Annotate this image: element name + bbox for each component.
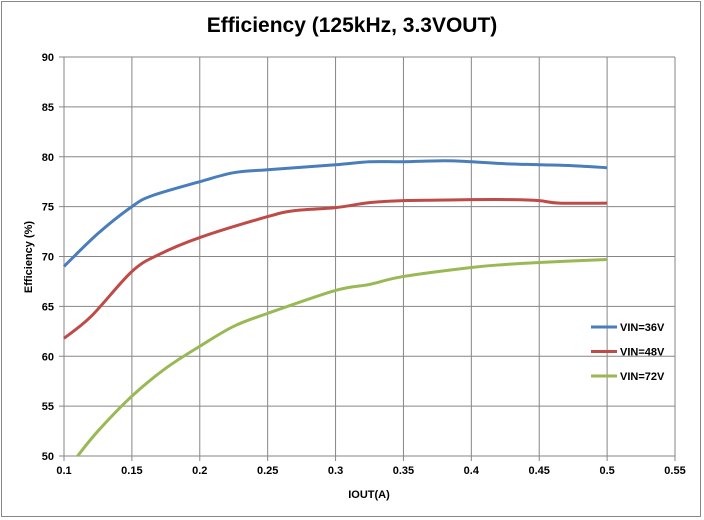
y-tick-label: 50 bbox=[42, 451, 54, 463]
x-tick-label: 0.15 bbox=[121, 465, 142, 477]
x-tick-label: 0.45 bbox=[529, 465, 550, 477]
y-tick-label: 70 bbox=[42, 252, 54, 264]
x-tick-label: 0.4 bbox=[464, 465, 480, 477]
series-line-vin-48v bbox=[63, 198, 608, 340]
x-tick-label: 0.5 bbox=[599, 465, 614, 477]
y-axis-label: Efficiency (%) bbox=[23, 221, 35, 293]
y-tick-label: 80 bbox=[42, 152, 54, 164]
x-tick-label: 0.55 bbox=[664, 465, 685, 477]
y-tick-label: 60 bbox=[42, 351, 54, 363]
x-axis-label: IOUT(A) bbox=[348, 489, 390, 501]
y-tick-label: 85 bbox=[42, 102, 54, 114]
x-tick-label: 0.35 bbox=[393, 465, 414, 477]
chart-title: Efficiency (125kHz, 3.3VOUT) bbox=[206, 14, 498, 37]
legend-label: VIN=72V bbox=[620, 371, 665, 383]
x-tick-label: 0.1 bbox=[56, 465, 71, 477]
legend-label: VIN=48V bbox=[620, 347, 665, 359]
y-tick-label: 65 bbox=[42, 301, 54, 313]
y-tick-label: 90 bbox=[42, 52, 54, 64]
y-tick-label: 75 bbox=[42, 202, 54, 214]
x-tick-label: 0.3 bbox=[328, 465, 343, 477]
y-tick-label: 55 bbox=[42, 401, 54, 413]
x-tick-label: 0.25 bbox=[257, 465, 278, 477]
series-line-vin-72v bbox=[76, 257, 608, 457]
series-line-vin-36v bbox=[62, 159, 608, 268]
x-tick-label: 0.2 bbox=[192, 465, 207, 477]
legend-label: VIN=36V bbox=[620, 322, 665, 334]
